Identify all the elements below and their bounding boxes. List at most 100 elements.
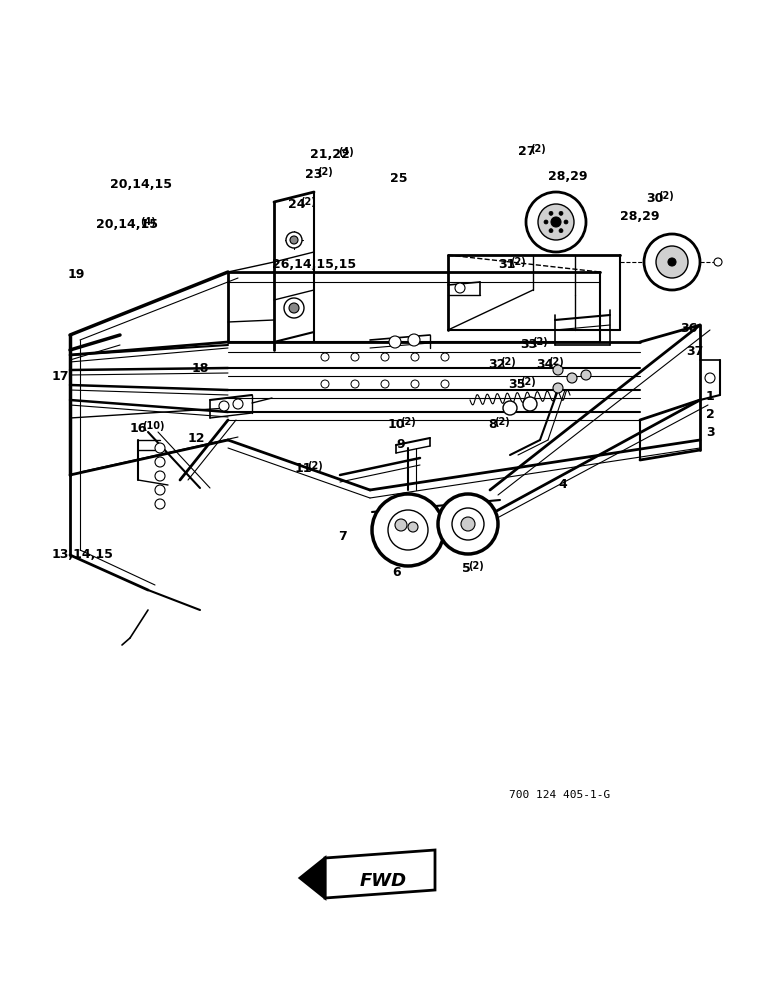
Text: 11: 11 bbox=[295, 462, 313, 475]
Text: 6: 6 bbox=[392, 566, 401, 579]
Circle shape bbox=[155, 499, 165, 509]
Circle shape bbox=[233, 399, 243, 409]
Text: (4): (4) bbox=[141, 217, 156, 227]
Text: 23: 23 bbox=[305, 168, 323, 181]
Text: (10): (10) bbox=[142, 421, 164, 431]
Text: 25: 25 bbox=[390, 172, 408, 185]
Text: 35: 35 bbox=[508, 378, 526, 391]
Circle shape bbox=[441, 380, 449, 388]
Text: (4): (4) bbox=[338, 147, 354, 157]
Text: (2): (2) bbox=[300, 197, 316, 207]
Polygon shape bbox=[325, 850, 435, 898]
Circle shape bbox=[656, 246, 688, 278]
Text: 5: 5 bbox=[462, 562, 471, 575]
Circle shape bbox=[455, 283, 465, 293]
Circle shape bbox=[551, 217, 561, 227]
Text: 19: 19 bbox=[68, 268, 86, 281]
Circle shape bbox=[381, 353, 389, 361]
Circle shape bbox=[411, 353, 419, 361]
Text: 17: 17 bbox=[52, 370, 69, 383]
Text: 28,29: 28,29 bbox=[548, 170, 587, 183]
Text: (2): (2) bbox=[530, 144, 546, 154]
Text: (2): (2) bbox=[532, 337, 547, 347]
Circle shape bbox=[372, 494, 444, 566]
Circle shape bbox=[438, 494, 498, 554]
Circle shape bbox=[351, 380, 359, 388]
Circle shape bbox=[559, 211, 563, 215]
Circle shape bbox=[441, 353, 449, 361]
Text: (2): (2) bbox=[400, 417, 415, 427]
Circle shape bbox=[523, 397, 537, 411]
Text: 21,22: 21,22 bbox=[310, 148, 350, 161]
Circle shape bbox=[549, 229, 553, 233]
Circle shape bbox=[155, 485, 165, 495]
Text: 26,14,15,15: 26,14,15,15 bbox=[272, 258, 356, 271]
Text: 27: 27 bbox=[518, 145, 536, 158]
Text: 1: 1 bbox=[706, 390, 715, 403]
Text: 700 124 405-1-G: 700 124 405-1-G bbox=[510, 790, 611, 800]
Circle shape bbox=[284, 298, 304, 318]
Text: 32: 32 bbox=[488, 358, 506, 371]
Circle shape bbox=[461, 517, 475, 531]
Circle shape bbox=[388, 510, 428, 550]
Circle shape bbox=[668, 258, 676, 266]
Text: 4: 4 bbox=[558, 478, 567, 491]
Circle shape bbox=[452, 508, 484, 540]
Circle shape bbox=[714, 258, 722, 266]
Text: (2): (2) bbox=[658, 191, 673, 201]
Text: 20,14,15: 20,14,15 bbox=[96, 218, 158, 231]
Circle shape bbox=[381, 380, 389, 388]
Circle shape bbox=[321, 353, 329, 361]
Circle shape bbox=[408, 334, 420, 346]
Circle shape bbox=[408, 522, 418, 532]
Text: 34: 34 bbox=[536, 358, 554, 371]
Text: (2): (2) bbox=[510, 257, 526, 267]
Text: (2): (2) bbox=[548, 357, 564, 367]
Circle shape bbox=[553, 365, 563, 375]
Circle shape bbox=[544, 220, 548, 224]
Text: (2): (2) bbox=[317, 167, 333, 177]
Text: 33: 33 bbox=[520, 338, 537, 351]
Text: 36: 36 bbox=[680, 322, 697, 335]
Circle shape bbox=[290, 236, 298, 244]
Text: 31: 31 bbox=[498, 258, 516, 271]
Text: 2: 2 bbox=[706, 408, 715, 421]
Circle shape bbox=[581, 370, 591, 380]
Text: 10: 10 bbox=[388, 418, 405, 431]
Circle shape bbox=[564, 220, 568, 224]
Text: 7: 7 bbox=[338, 530, 347, 543]
Text: 37: 37 bbox=[686, 345, 703, 358]
Text: 18: 18 bbox=[192, 362, 209, 375]
Circle shape bbox=[286, 232, 302, 248]
Circle shape bbox=[351, 353, 359, 361]
Circle shape bbox=[289, 303, 299, 313]
Text: 24: 24 bbox=[288, 198, 306, 211]
Circle shape bbox=[526, 192, 586, 252]
Circle shape bbox=[553, 383, 563, 393]
Circle shape bbox=[549, 211, 553, 215]
Text: 20,14,15: 20,14,15 bbox=[110, 178, 172, 191]
Circle shape bbox=[321, 380, 329, 388]
Polygon shape bbox=[300, 858, 325, 898]
Text: (2): (2) bbox=[494, 417, 510, 427]
Circle shape bbox=[155, 457, 165, 467]
Circle shape bbox=[155, 471, 165, 481]
Text: 28,29: 28,29 bbox=[620, 210, 659, 223]
Text: (2): (2) bbox=[469, 561, 484, 571]
Circle shape bbox=[395, 519, 407, 531]
Text: 30: 30 bbox=[646, 192, 663, 205]
Text: (2): (2) bbox=[520, 377, 536, 387]
Circle shape bbox=[155, 443, 165, 453]
Text: 16: 16 bbox=[130, 422, 147, 435]
Circle shape bbox=[503, 401, 517, 415]
Circle shape bbox=[411, 380, 419, 388]
Text: 3: 3 bbox=[706, 426, 715, 439]
Text: (2): (2) bbox=[499, 357, 516, 367]
Circle shape bbox=[705, 373, 715, 383]
Text: 9: 9 bbox=[396, 438, 405, 451]
Text: (2): (2) bbox=[306, 461, 323, 471]
Circle shape bbox=[219, 401, 229, 411]
Text: 12: 12 bbox=[188, 432, 205, 445]
Circle shape bbox=[538, 204, 574, 240]
Circle shape bbox=[389, 336, 401, 348]
